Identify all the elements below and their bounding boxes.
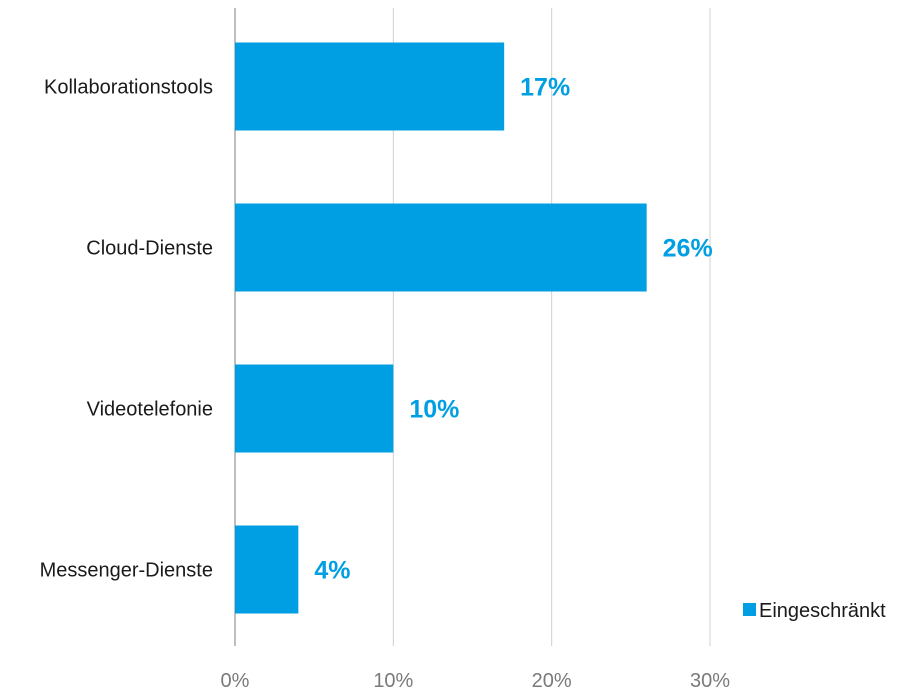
legend-label: Eingeschränkt — [759, 600, 886, 622]
data-labels: 17% 26% 10% 4% — [314, 74, 712, 585]
data-label: 17% — [520, 74, 570, 102]
bar — [235, 364, 394, 453]
bar — [235, 525, 299, 614]
x-tick-label: 0% — [221, 670, 250, 691]
category-label: Videotelefonie — [87, 399, 213, 421]
data-label: 4% — [314, 557, 350, 585]
category-label: Kollaborationstools — [44, 77, 213, 99]
legend: Eingeschränkt — [743, 600, 886, 622]
x-tick-label: 20% — [532, 670, 572, 691]
legend-swatch — [743, 603, 756, 616]
x-tick-labels: 0% 10% 20% 30% — [221, 670, 731, 691]
category-label: Messenger-Dienste — [40, 560, 213, 582]
x-tick-label: 30% — [690, 670, 730, 691]
category-label: Cloud-Dienste — [86, 238, 213, 260]
bar — [235, 203, 647, 292]
data-label: 26% — [663, 235, 713, 263]
x-tick-label: 10% — [373, 670, 413, 691]
bar — [235, 42, 505, 131]
category-labels: Kollaborationstools Cloud-Dienste Videotel… — [40, 77, 213, 582]
bars — [235, 42, 647, 614]
data-label: 10% — [409, 396, 459, 424]
